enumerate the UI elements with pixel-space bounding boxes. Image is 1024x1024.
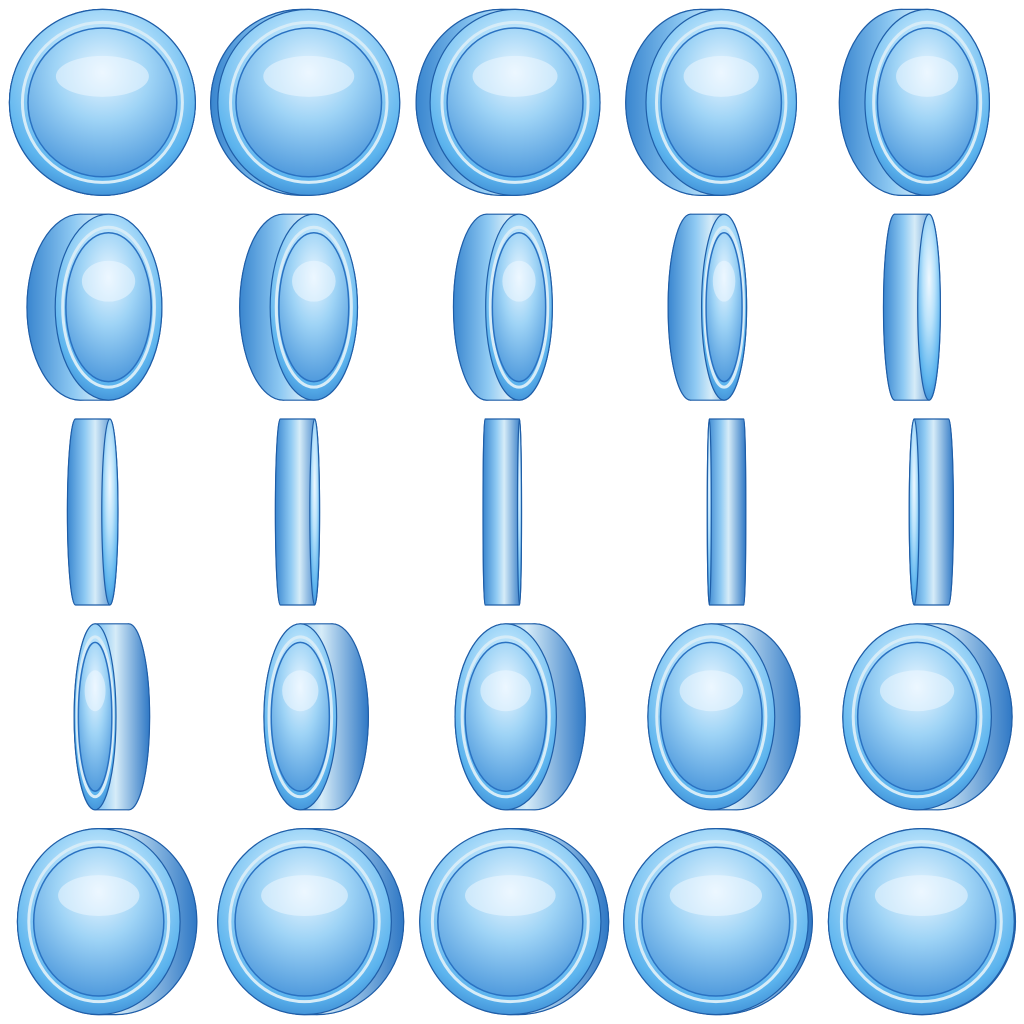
- coin-rim-ring: [703, 225, 745, 389]
- coin-rim-ring: [655, 635, 768, 799]
- coin-rim-ring: [229, 20, 389, 184]
- coin-inner-disc: [270, 641, 331, 792]
- coin-front-face: [706, 418, 712, 606]
- coin-edge: [482, 418, 523, 606]
- coin-highlight: [712, 260, 736, 302]
- coin-edge: [706, 418, 747, 606]
- coin-rim-ring: [872, 20, 983, 184]
- coin-inner-disc: [705, 232, 743, 383]
- coin-frame: [882, 213, 941, 401]
- coin-frame: [239, 213, 359, 401]
- coin-highlight: [502, 260, 536, 302]
- coin-inner-disc: [32, 846, 165, 997]
- coin-frame: [454, 623, 586, 811]
- coin-inner-disc: [437, 846, 584, 997]
- coin-frame: [827, 827, 1017, 1016]
- coin-highlight: [874, 875, 968, 917]
- coin-frame: [16, 827, 198, 1016]
- coin-inner-disc: [491, 232, 547, 383]
- coin-rim-ring: [488, 225, 550, 389]
- coin-front-face: [309, 418, 321, 606]
- coin-frame: [838, 8, 991, 197]
- coin-front-face: [516, 418, 523, 606]
- coin-rim-ring: [460, 635, 551, 799]
- coin-highlight: [683, 55, 759, 97]
- coin-inner-disc: [846, 846, 997, 997]
- coin-frame: [73, 623, 151, 811]
- coin-inner-disc: [876, 27, 978, 178]
- coin-inner-disc: [660, 27, 783, 178]
- coin-inner-disc: [77, 641, 113, 792]
- coin-frame: [622, 827, 813, 1016]
- coin-frame: [667, 213, 748, 401]
- coin-front-face: [908, 418, 920, 606]
- coin-highlight: [669, 875, 763, 917]
- coin-highlight: [291, 260, 336, 302]
- coin-highlight: [263, 55, 355, 97]
- coin-frame: [419, 827, 610, 1016]
- coin-rim-ring: [267, 635, 334, 799]
- coin-inner-disc: [464, 641, 547, 792]
- coin-inner-disc: [659, 641, 763, 792]
- coin-frame: [66, 418, 119, 606]
- coin-rim-ring: [61, 225, 156, 389]
- coin-frame: [274, 418, 321, 606]
- coin-highlight: [679, 670, 744, 712]
- coin-inner-disc: [856, 641, 978, 792]
- coin-rim-ring: [75, 635, 115, 799]
- coin-frame: [263, 623, 369, 811]
- coin-frame: [452, 213, 553, 401]
- coin-frame: [8, 8, 197, 197]
- coin-inner-disc: [27, 27, 178, 178]
- coin-frame: [415, 8, 601, 197]
- coin-highlight: [879, 670, 955, 712]
- coin-highlight: [261, 875, 348, 917]
- coin-frame: [647, 623, 801, 811]
- coin-highlight: [282, 670, 319, 712]
- coin-rim-ring: [27, 840, 171, 1004]
- coin-frame: [482, 418, 523, 606]
- coin-frame: [706, 418, 747, 606]
- coin-rim-ring: [440, 20, 590, 184]
- coin-front-face: [101, 418, 119, 606]
- coin-inner-disc: [641, 846, 791, 997]
- coin-highlight: [480, 670, 532, 712]
- coin-rim-ring: [839, 840, 1003, 1004]
- coin-rim-ring: [228, 840, 381, 1004]
- coin-rim-ring: [635, 840, 797, 1004]
- coin-frame: [217, 827, 405, 1016]
- coin-highlight: [896, 55, 959, 97]
- coin-inner-disc: [65, 232, 152, 383]
- coin-rim-ring: [655, 20, 788, 184]
- coin-rim-ring: [20, 20, 184, 184]
- coin-highlight: [81, 260, 136, 302]
- coin-inner-disc: [235, 27, 383, 178]
- coin-highlight: [84, 670, 106, 712]
- coin-highlight: [472, 55, 558, 97]
- coin-rim-ring: [430, 840, 590, 1004]
- coin-frame: [625, 8, 798, 197]
- coin-frame: [210, 8, 401, 197]
- coin-highlight: [58, 875, 140, 917]
- coin-inner-disc: [234, 846, 375, 997]
- coin-highlight: [465, 875, 556, 917]
- coin-frame: [842, 623, 1013, 811]
- coin-highlight: [55, 55, 149, 97]
- coin-rim-ring: [851, 635, 983, 799]
- coin-frame: [908, 418, 955, 606]
- coin-inner-disc: [278, 232, 350, 383]
- coin-rim-ring: [274, 225, 353, 389]
- coin-inner-disc: [446, 27, 584, 178]
- coin-frame: [26, 213, 163, 401]
- coin-front-face: [917, 213, 941, 401]
